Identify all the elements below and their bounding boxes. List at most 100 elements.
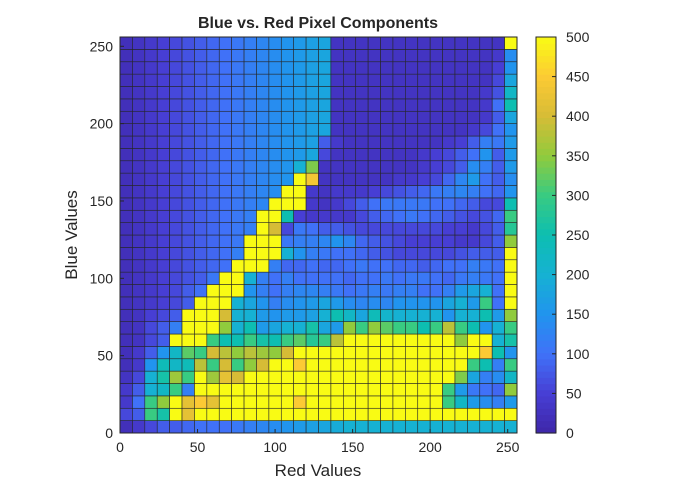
heatmap-cell: [429, 420, 443, 434]
heatmap-cell: [504, 259, 518, 273]
heatmap-cell: [429, 259, 443, 273]
heatmap-cell: [280, 321, 294, 335]
heatmap-cell: [119, 358, 133, 372]
heatmap-cell: [132, 321, 146, 335]
heatmap-cell: [442, 370, 456, 384]
heatmap-cell: [504, 346, 518, 360]
heatmap-cell: [318, 36, 332, 50]
heatmap-cell: [405, 259, 419, 273]
colorbar-tick-label: 350: [566, 148, 590, 164]
heatmap-cell: [318, 185, 332, 199]
heatmap-cell: [392, 321, 406, 335]
x-axis-label: Red Values: [275, 461, 362, 480]
heatmap-cell: [417, 358, 431, 372]
heatmap-cell: [355, 148, 369, 162]
heatmap-cell: [119, 284, 133, 298]
heatmap-cell: [454, 395, 468, 409]
heatmap-cell: [206, 36, 220, 50]
heatmap-cell: [280, 98, 294, 112]
heatmap-cell: [206, 49, 220, 63]
heatmap-cell: [132, 160, 146, 174]
heatmap-cell: [280, 123, 294, 137]
heatmap-cell: [343, 172, 357, 186]
heatmap-cell: [119, 420, 133, 434]
heatmap-cell: [504, 135, 518, 149]
heatmap-cell: [218, 209, 232, 223]
colorbar-segment: [536, 414, 556, 422]
heatmap-cell: [156, 98, 170, 112]
heatmap-cell: [479, 135, 493, 149]
heatmap-cell: [454, 49, 468, 63]
heatmap-cell: [491, 271, 505, 285]
heatmap-cell: [156, 73, 170, 87]
heatmap-cell: [305, 407, 319, 421]
heatmap-cell: [367, 346, 381, 360]
heatmap-cell: [169, 209, 183, 223]
heatmap-cell: [231, 36, 245, 50]
heatmap-cell: [181, 259, 195, 273]
heatmap-cell: [330, 61, 344, 75]
heatmap-cell: [305, 234, 319, 248]
heatmap-cell: [169, 222, 183, 236]
x-tick-label: 0: [116, 439, 124, 455]
heatmap-cell: [491, 222, 505, 236]
heatmap-cell: [429, 172, 443, 186]
heatmap-cell: [144, 86, 158, 100]
heatmap-cell: [169, 333, 183, 347]
heatmap-cell: [132, 36, 146, 50]
heatmap-cell: [231, 296, 245, 310]
heatmap-cell: [305, 185, 319, 199]
heatmap-cell: [405, 284, 419, 298]
heatmap-cell: [194, 407, 208, 421]
heatmap-cell: [231, 321, 245, 335]
heatmap-cell: [206, 247, 220, 261]
heatmap-cell: [132, 420, 146, 434]
heatmap-cell: [243, 36, 257, 50]
heatmap-cell: [156, 49, 170, 63]
heatmap-cell: [268, 209, 282, 223]
heatmap-cell: [231, 370, 245, 384]
heatmap-cell: [293, 110, 307, 124]
heatmap-cell: [305, 73, 319, 87]
heatmap-cell: [293, 271, 307, 285]
heatmap-cell: [343, 86, 357, 100]
heatmap-cell: [343, 296, 357, 310]
heatmap-cell: [355, 284, 369, 298]
heatmap-cell: [504, 321, 518, 335]
heatmap-cell: [330, 420, 344, 434]
y-tick-label: 250: [90, 38, 114, 54]
heatmap-cell: [417, 234, 431, 248]
colorbar-tick-label: 450: [566, 69, 590, 85]
colorbar-segment: [536, 185, 556, 193]
heatmap-cell: [156, 308, 170, 322]
colorbar-segment: [536, 377, 556, 385]
heatmap-cell: [454, 160, 468, 174]
plot-frame: [119, 36, 518, 434]
heatmap-cell: [442, 284, 456, 298]
heatmap-cell: [132, 49, 146, 63]
heatmap-cell: [169, 420, 183, 434]
heatmap-cell: [405, 383, 419, 397]
heatmap-cell: [491, 420, 505, 434]
colorbar-segment: [536, 117, 556, 125]
heatmap-cell: [156, 420, 170, 434]
heatmap-cell: [355, 383, 369, 397]
heatmap-cell: [256, 49, 270, 63]
heatmap-cell: [318, 296, 332, 310]
heatmap-cell: [504, 271, 518, 285]
heatmap-cell: [169, 110, 183, 124]
heatmap-cell: [367, 321, 381, 335]
colorbar-tick-label: 200: [566, 267, 590, 283]
heatmap-cell: [491, 148, 505, 162]
heatmap-cell: [318, 160, 332, 174]
heatmap-cell: [194, 321, 208, 335]
heatmap-cell: [417, 383, 431, 397]
heatmap-cell: [367, 61, 381, 75]
heatmap-cell: [355, 98, 369, 112]
heatmap-cell: [479, 49, 493, 63]
heatmap-cell: [330, 135, 344, 149]
heatmap-cell: [392, 36, 406, 50]
heatmap-cell: [454, 284, 468, 298]
heatmap-cell: [231, 123, 245, 137]
y-tick-label: 0: [105, 425, 113, 441]
